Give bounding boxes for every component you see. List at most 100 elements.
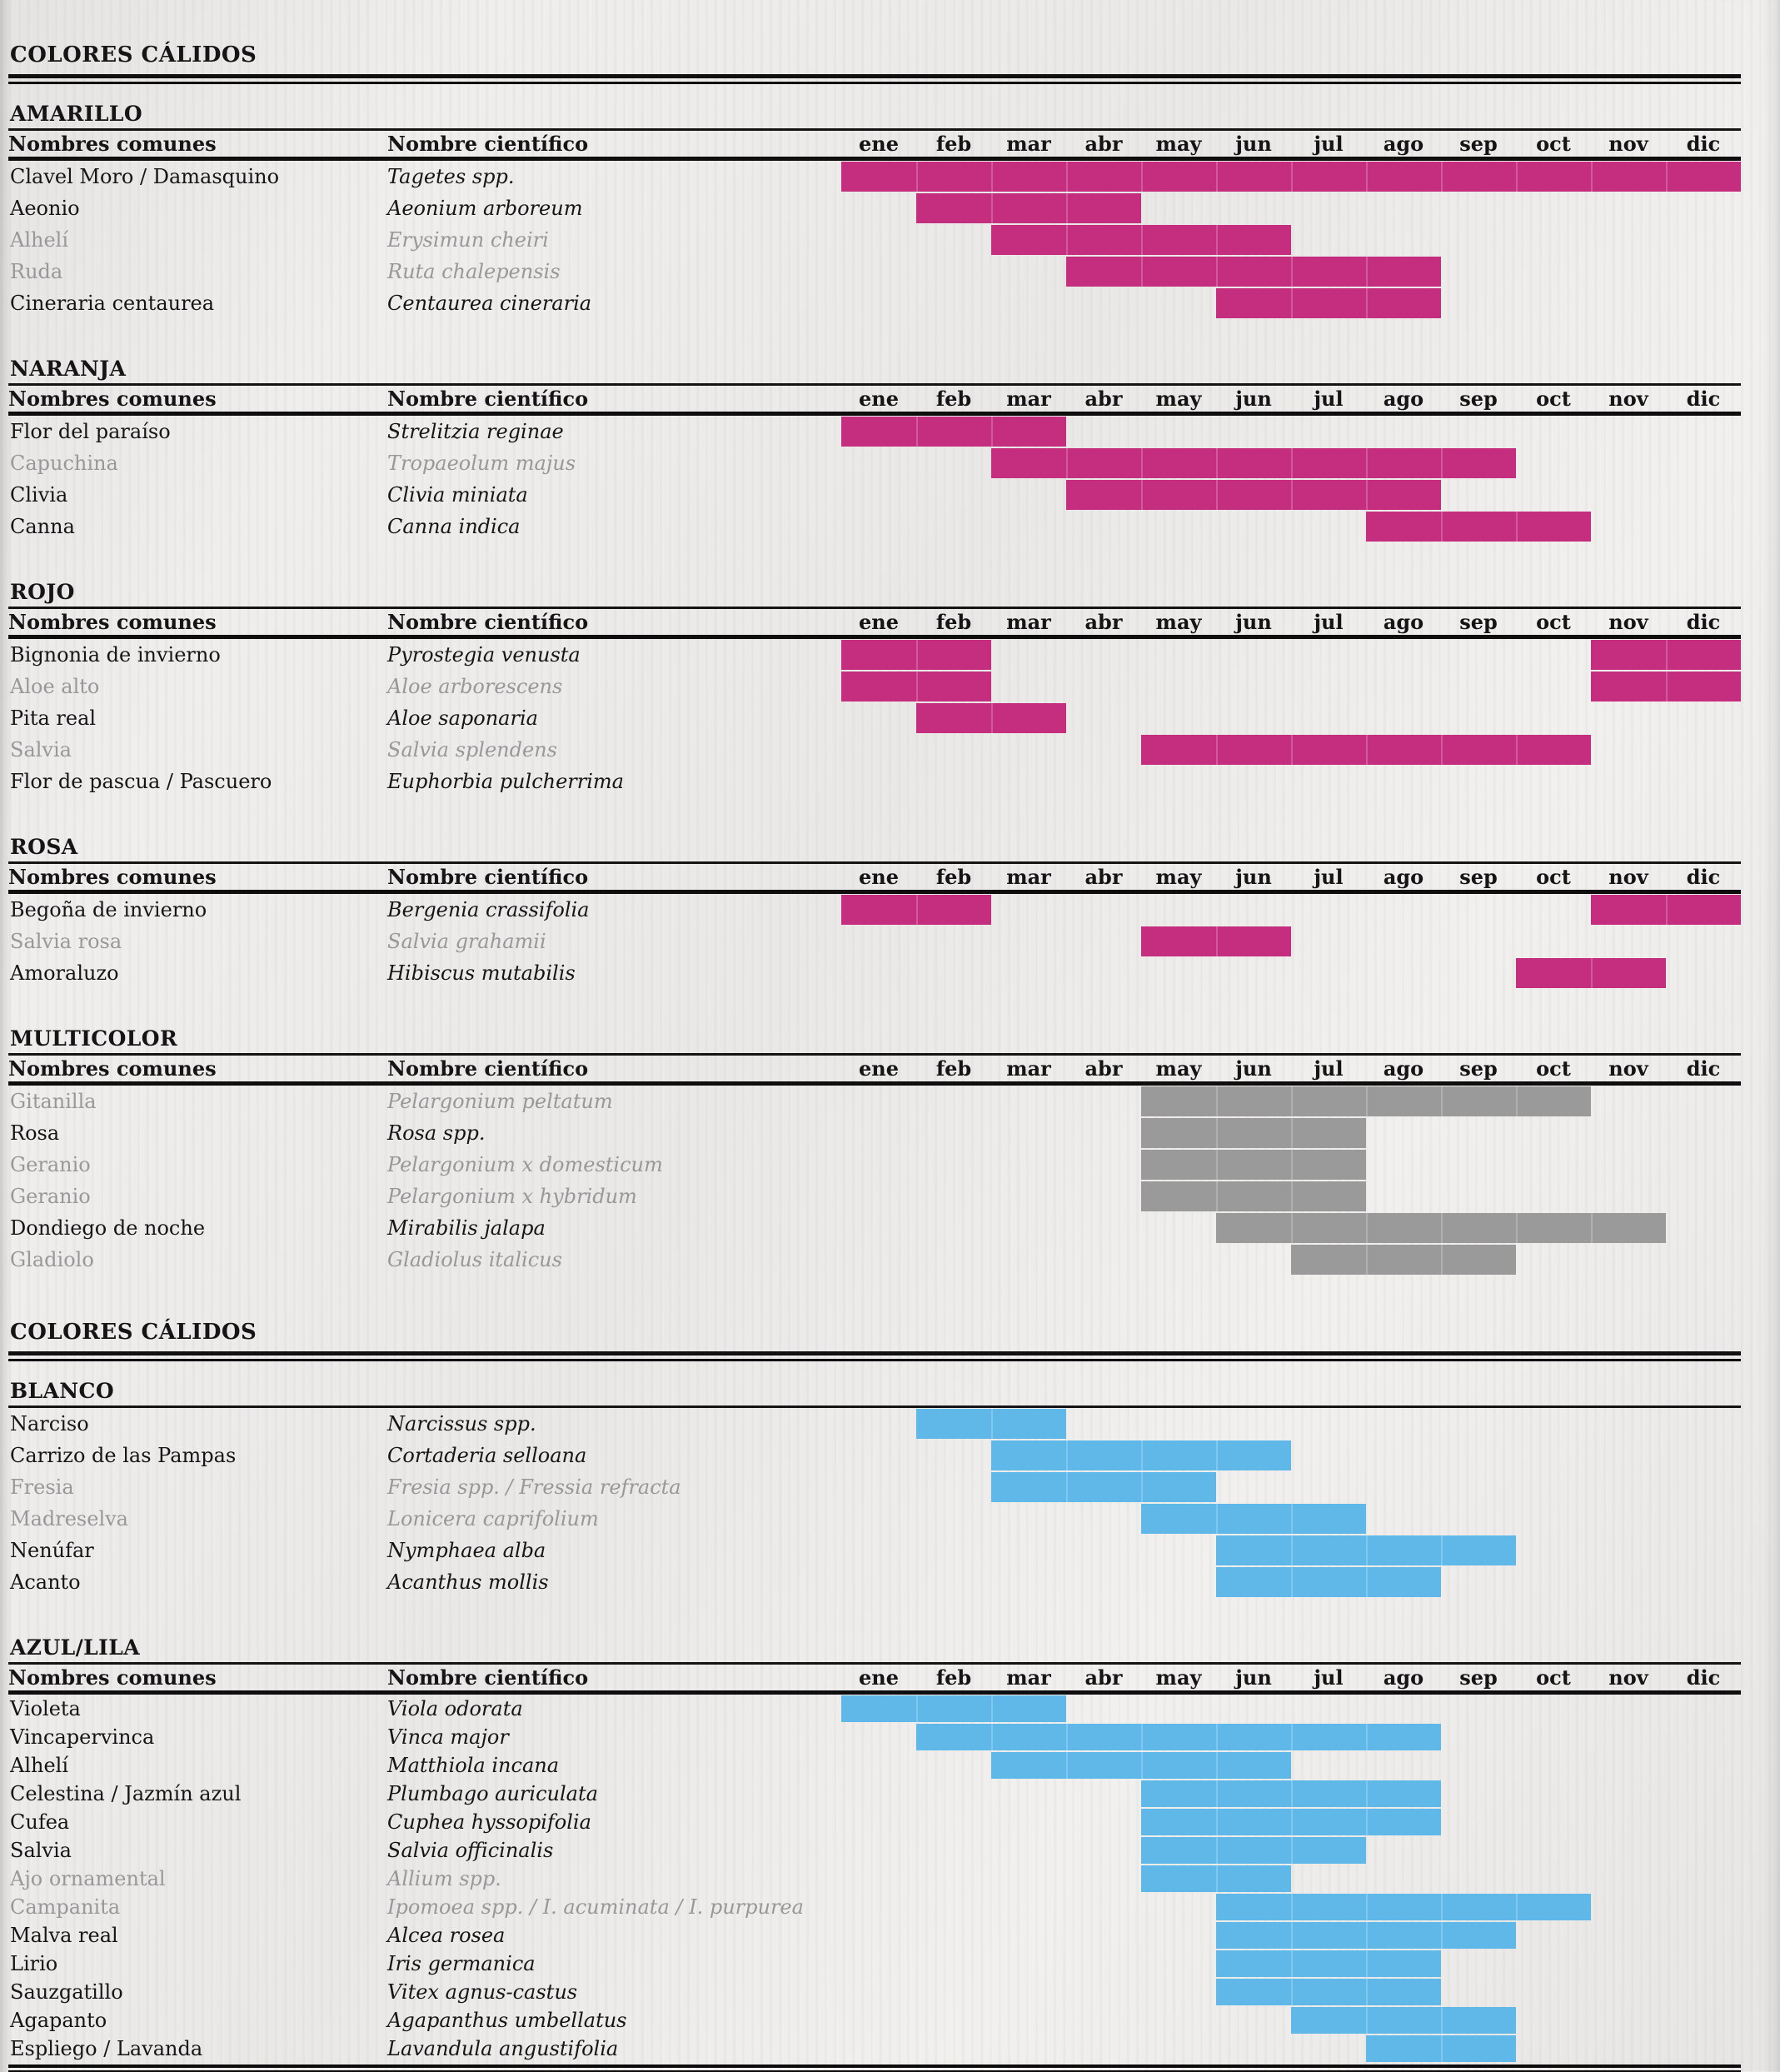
flowering-month-cell — [1516, 735, 1591, 765]
plant-scientific-name: Lonicera caprifolium — [387, 1507, 599, 1530]
flowering-month-cell — [991, 1922, 1066, 1949]
flowering-month-cell — [1516, 640, 1591, 670]
flowering-month-cell — [1066, 1894, 1141, 1920]
plant-common-name: Clavel Moro / Damasquino — [10, 165, 280, 188]
flowering-month-cell — [991, 448, 1066, 478]
flowering-month-cell — [991, 895, 1066, 925]
flowering-month-cell — [1141, 512, 1216, 542]
flowering-month-cell — [1441, 672, 1516, 701]
plant-scientific-name: Pelargonium x hybridum — [387, 1185, 637, 1208]
flowering-month-cell — [1216, 766, 1291, 796]
flowering-month-cell — [916, 1567, 991, 1597]
plant-scientific-name: Iris germanica — [387, 1952, 536, 1975]
month-header-feb: feb — [935, 610, 972, 634]
flowering-month-cell — [841, 672, 916, 701]
plant-common-name: Agapanto — [10, 2009, 107, 2032]
flowering-month-cell — [1141, 1695, 1216, 1722]
flowering-month-cell — [991, 1440, 1066, 1470]
flowering-month-cell — [1666, 193, 1741, 223]
flowering-month-cell — [1366, 735, 1441, 765]
flowering-month-cell — [1291, 512, 1366, 542]
flowering-month-cell — [1216, 672, 1291, 701]
flowering-month-cell — [1066, 1150, 1141, 1180]
flowering-month-cell — [1291, 1950, 1366, 1977]
table-row: Salvia Salvia officinalis — [8, 1836, 1741, 1865]
flowering-month-cell — [1441, 640, 1516, 670]
flowering-month-cell — [1591, 1472, 1666, 1502]
table-row: Malva real Alcea rosea — [8, 1921, 1741, 1950]
flowering-month-cell — [1066, 1181, 1141, 1211]
flowering-month-cell — [1591, 1979, 1666, 2005]
flowering-month-cell — [1666, 1535, 1741, 1565]
flowering-month-cell — [1366, 1440, 1441, 1470]
plant-common-name: Fresia — [10, 1475, 74, 1499]
column-header-row: Nombres comunes Nombre científico ene feb ma… — [8, 1056, 1741, 1081]
month-header-feb: feb — [935, 1665, 972, 1690]
flowering-month-cell — [1591, 193, 1666, 223]
flowering-month-cell — [916, 257, 991, 287]
table-row: Sauzgatillo Vitex agnus-castus — [8, 1978, 1741, 2006]
column-header-rule — [8, 157, 1741, 161]
flowering-month-cell — [1291, 1535, 1366, 1565]
flowering-month-cell — [1516, 1922, 1591, 1949]
flowering-month-cell — [1441, 1535, 1516, 1565]
flowering-month-cell — [1291, 640, 1366, 670]
flowering-month-cell — [1141, 958, 1216, 988]
flowering-month-cell — [1516, 1979, 1591, 2005]
month-header-nov: nov — [1608, 387, 1648, 411]
flowering-month-cell — [916, 1809, 991, 1835]
flowering-month-cell — [841, 288, 916, 318]
flowering-month-cell — [1516, 1535, 1591, 1565]
section-heading: MULTICOLOR — [10, 1026, 178, 1051]
flowering-month-cell — [841, 1535, 916, 1565]
flowering-month-cell — [1291, 448, 1366, 478]
plant-common-name: Capuchina — [10, 452, 118, 475]
flowering-month-cell — [1441, 288, 1516, 318]
flowering-month-cell — [916, 1213, 991, 1243]
scientific-name-header: Nombre científico — [387, 387, 589, 411]
flowering-month-cell — [1141, 162, 1216, 192]
flowering-month-cell — [1666, 926, 1741, 956]
flowering-month-cell — [1591, 640, 1666, 670]
flowering-month-cell — [916, 1865, 991, 1892]
flowering-month-cell — [1291, 1245, 1366, 1275]
flowering-month-cell — [1366, 480, 1441, 510]
flowering-month-cell — [916, 1837, 991, 1864]
flowering-month-cell — [841, 257, 916, 287]
plant-scientific-name: Salvia splendens — [387, 738, 557, 761]
plant-scientific-name: Viola odorata — [387, 1697, 523, 1720]
flowering-month-cell — [916, 193, 991, 223]
flowering-month-cell — [1666, 162, 1741, 192]
flowering-month-cell — [1141, 1504, 1216, 1534]
flowering-month-cell — [991, 703, 1066, 733]
flowering-month-cell — [841, 448, 916, 478]
flowering-month-cell — [1591, 1865, 1666, 1892]
flowering-month-cell — [841, 193, 916, 223]
plant-common-name: Aloe alto — [10, 675, 100, 698]
flowering-month-cell — [1141, 1752, 1216, 1779]
flowering-month-cell — [1216, 1118, 1291, 1148]
flowering-month-cell — [1291, 926, 1366, 956]
flowering-month-cell — [1066, 480, 1141, 510]
flowering-month-cell — [1516, 1472, 1591, 1502]
flowering-month-cell — [1666, 1695, 1741, 1722]
flowering-month-cell — [991, 257, 1066, 287]
table-row: Aeonio Aeonium arboreum — [8, 192, 1741, 224]
flowering-month-cell — [1291, 1837, 1366, 1864]
flowering-month-cell — [1516, 1752, 1591, 1779]
flowering-month-cell — [841, 926, 916, 956]
flowering-month-cell — [1216, 1472, 1291, 1502]
flowering-month-cell — [1141, 193, 1216, 223]
flowering-month-cell — [841, 1504, 916, 1534]
flowering-month-cell — [916, 1150, 991, 1180]
flowering-month-cell — [1291, 1504, 1366, 1534]
flowering-month-cell — [1291, 257, 1366, 287]
column-header-rule — [8, 890, 1741, 894]
flowering-month-cell — [991, 1409, 1066, 1439]
flowering-month-cell — [916, 895, 991, 925]
flowering-month-cell — [1591, 1535, 1666, 1565]
plant-scientific-name: Clivia miniata — [387, 483, 528, 507]
plant-scientific-name: Hibiscus mutabilis — [387, 961, 576, 985]
flowering-month-cell — [1066, 225, 1141, 255]
flowering-month-cell — [916, 766, 991, 796]
